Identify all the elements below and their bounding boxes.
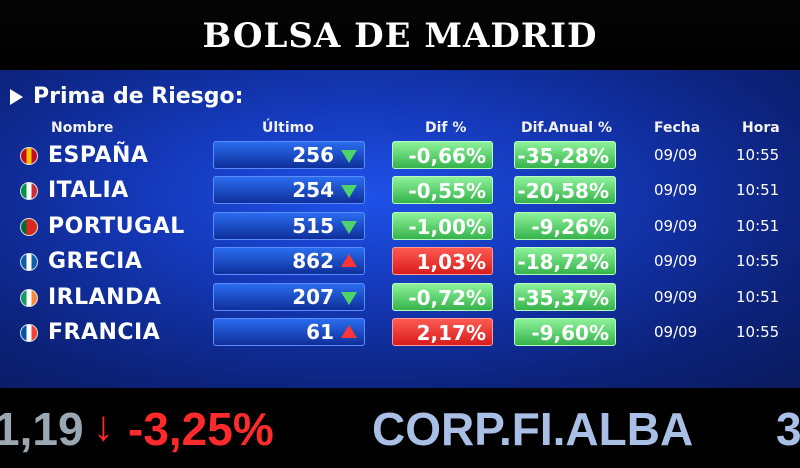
last-value: 61 bbox=[306, 320, 334, 344]
last-value-box: 256 bbox=[213, 141, 365, 169]
last-value: 515 bbox=[292, 214, 334, 238]
date-value: 09/09 bbox=[654, 217, 698, 235]
trend-down-icon bbox=[341, 150, 357, 163]
last-value: 254 bbox=[292, 178, 334, 202]
trend-down-icon bbox=[341, 221, 357, 234]
section-title: Prima de Riesgo: bbox=[10, 84, 243, 109]
ticker-change: -3,25% bbox=[128, 403, 274, 455]
dif-anual-percent: -20,58% bbox=[514, 176, 616, 204]
trend-down-icon bbox=[341, 292, 357, 305]
col-header-fecha: Fecha bbox=[654, 120, 701, 136]
table-row: PORTUGAL 515 -1,00% -9,26% 09/09 10:51 bbox=[0, 212, 800, 244]
country-flag-icon bbox=[20, 289, 38, 307]
ticker-down-arrow-icon: ↓ bbox=[93, 402, 114, 449]
country-flag-icon bbox=[20, 147, 38, 165]
dif-anual-percent: -9,60% bbox=[514, 318, 616, 346]
country-flag-icon bbox=[20, 324, 38, 342]
time-value: 10:55 bbox=[736, 323, 780, 341]
date-value: 09/09 bbox=[654, 288, 698, 306]
last-value-box: 254 bbox=[213, 176, 365, 204]
time-value: 10:51 bbox=[736, 181, 780, 199]
last-value: 207 bbox=[292, 285, 334, 309]
trend-up-icon bbox=[341, 325, 357, 338]
last-value: 256 bbox=[292, 143, 334, 167]
col-header-hora: Hora bbox=[742, 120, 780, 136]
dif-percent: -0,72% bbox=[392, 283, 493, 311]
country-flag-icon bbox=[20, 182, 38, 200]
last-value: 862 bbox=[292, 249, 334, 273]
table-row: ESPAÑA 256 -0,66% -35,28% 09/09 10:55 bbox=[0, 141, 800, 173]
dif-percent: -0,66% bbox=[392, 141, 493, 169]
country-name: ITALIA bbox=[48, 178, 129, 203]
dif-anual-percent: -35,37% bbox=[514, 283, 616, 311]
play-triangle-icon bbox=[10, 89, 23, 105]
table-row: IRLANDA 207 -0,72% -35,37% 09/09 10:51 bbox=[0, 283, 800, 315]
date-value: 09/09 bbox=[654, 146, 698, 164]
stock-ticker: 1,19 ↓ -3,25% CORP.FI.ALBA 3 bbox=[0, 388, 800, 468]
section-title-text: Prima de Riesgo: bbox=[33, 84, 244, 109]
country-name: IRLANDA bbox=[48, 285, 162, 310]
header-bar: BOLSA DE MADRID bbox=[0, 0, 800, 70]
trend-up-icon bbox=[341, 254, 357, 267]
ticker-company: CORP.FI.ALBA bbox=[372, 403, 694, 455]
table-row: FRANCIA 61 2,17% -9,60% 09/09 10:55 bbox=[0, 318, 800, 350]
col-header-dif: Dif % bbox=[425, 120, 467, 136]
dif-percent: 2,17% bbox=[392, 318, 493, 346]
dif-percent: 1,03% bbox=[392, 247, 493, 275]
time-value: 10:55 bbox=[736, 146, 780, 164]
col-header-ultimo: Último bbox=[262, 120, 314, 136]
col-header-dif-anual: Dif.Anual % bbox=[521, 120, 612, 136]
last-value-box: 207 bbox=[213, 283, 365, 311]
country-name: FRANCIA bbox=[48, 320, 161, 345]
time-value: 10:51 bbox=[736, 288, 780, 306]
trend-down-icon bbox=[341, 185, 357, 198]
last-value-box: 61 bbox=[213, 318, 365, 346]
last-value-box: 515 bbox=[213, 212, 365, 240]
date-value: 09/09 bbox=[654, 181, 698, 199]
dif-anual-percent: -9,26% bbox=[514, 212, 616, 240]
time-value: 10:51 bbox=[736, 217, 780, 235]
country-flag-icon bbox=[20, 218, 38, 236]
table-row: ITALIA 254 -0,55% -20,58% 09/09 10:51 bbox=[0, 176, 800, 208]
country-name: GRECIA bbox=[48, 249, 143, 274]
country-flag-icon bbox=[20, 253, 38, 271]
dif-percent: -1,00% bbox=[392, 212, 493, 240]
time-value: 10:55 bbox=[736, 252, 780, 270]
ticker-next-value: 3 bbox=[776, 403, 800, 455]
last-value-box: 862 bbox=[213, 247, 365, 275]
country-name: PORTUGAL bbox=[48, 214, 185, 239]
date-value: 09/09 bbox=[654, 323, 698, 341]
date-value: 09/09 bbox=[654, 252, 698, 270]
dif-anual-percent: -18,72% bbox=[514, 247, 616, 275]
dif-percent: -0,55% bbox=[392, 176, 493, 204]
col-header-nombre: Nombre bbox=[51, 120, 114, 136]
dif-anual-percent: -35,28% bbox=[514, 141, 616, 169]
ticker-price: 1,19 bbox=[0, 403, 84, 455]
table-row: GRECIA 862 1,03% -18,72% 09/09 10:55 bbox=[0, 247, 800, 279]
exchange-title: BOLSA DE MADRID bbox=[202, 16, 598, 56]
country-name: ESPAÑA bbox=[48, 143, 149, 168]
